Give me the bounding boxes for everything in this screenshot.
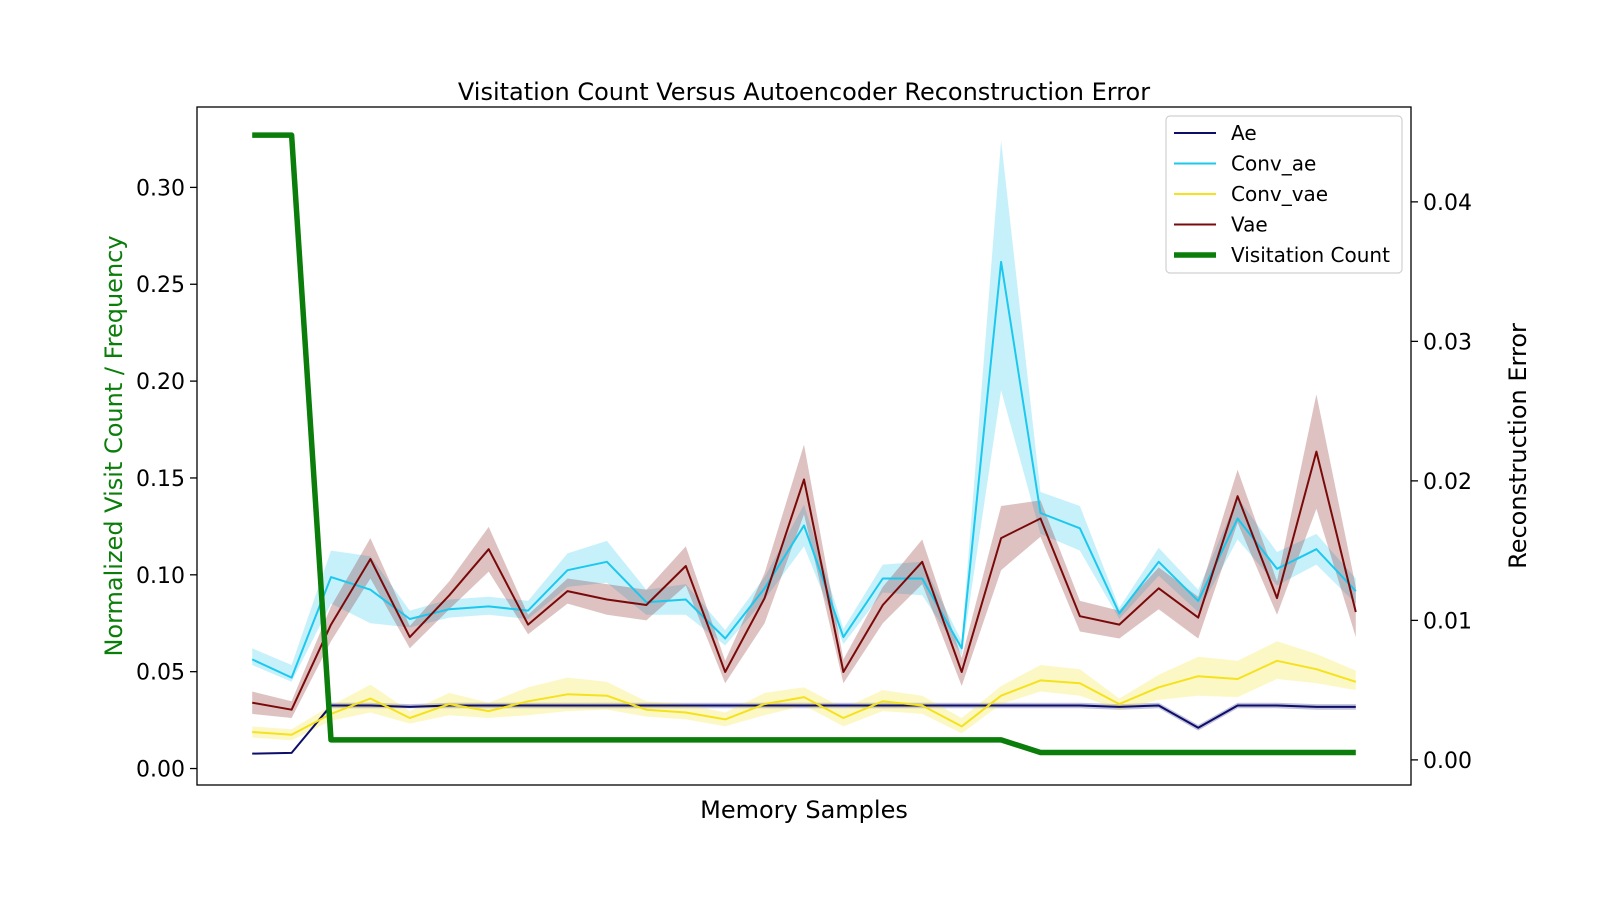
right-tick-label: 0.01 xyxy=(1423,609,1472,634)
conv-ae-band xyxy=(252,140,1356,682)
legend-label: Conv_ae xyxy=(1231,152,1316,176)
left-tick-label: 0.00 xyxy=(136,758,185,783)
legend: Ae Conv_ae Conv_vae Vae Visitation Count xyxy=(1165,115,1403,274)
right-tick-label: 0.02 xyxy=(1423,470,1472,495)
y-axis-label-left: Normalized Visit Count / Frequency xyxy=(100,235,128,656)
visitation-count-line xyxy=(252,132,1356,756)
vae-band xyxy=(252,394,1356,718)
conv-ae-line xyxy=(251,260,1357,679)
legend-frame xyxy=(1165,115,1403,274)
left-tick-label: 0.10 xyxy=(136,564,185,589)
left-tick-label: 0.20 xyxy=(136,370,185,395)
legend-label: Visitation Count xyxy=(1231,243,1390,267)
right-tick-label: 0.03 xyxy=(1423,330,1472,355)
conv-vae-line xyxy=(252,659,1357,736)
confidence-bands xyxy=(252,140,1356,754)
legend-label: Vae xyxy=(1231,213,1268,237)
left-y-axis: 0.00 0.05 0.10 0.15 0.20 0.25 0.30 xyxy=(136,176,197,783)
vae-line xyxy=(252,450,1357,711)
series-lines xyxy=(251,132,1357,756)
ae-line xyxy=(252,704,1356,755)
ae-band xyxy=(252,702,1356,754)
left-tick-label: 0.15 xyxy=(136,467,185,492)
conv-vae-band xyxy=(252,641,1356,741)
legend-label: Ae xyxy=(1231,121,1257,145)
x-axis-label: Memory Samples xyxy=(700,796,908,824)
right-tick-label: 0.00 xyxy=(1423,749,1472,774)
y-axis-label-right: Reconstruction Error xyxy=(1504,323,1532,569)
chart-title: Visitation Count Versus Autoencoder Reco… xyxy=(458,78,1150,106)
right-tick-label: 0.04 xyxy=(1423,191,1472,216)
left-tick-label: 0.30 xyxy=(136,176,185,201)
right-y-axis: 0.00 0.01 0.02 0.03 0.04 xyxy=(1411,191,1472,774)
plot-frame xyxy=(196,106,1412,786)
left-tick-label: 0.25 xyxy=(136,273,185,298)
legend-label: Conv_vae xyxy=(1231,182,1328,206)
left-tick-label: 0.05 xyxy=(136,661,185,686)
